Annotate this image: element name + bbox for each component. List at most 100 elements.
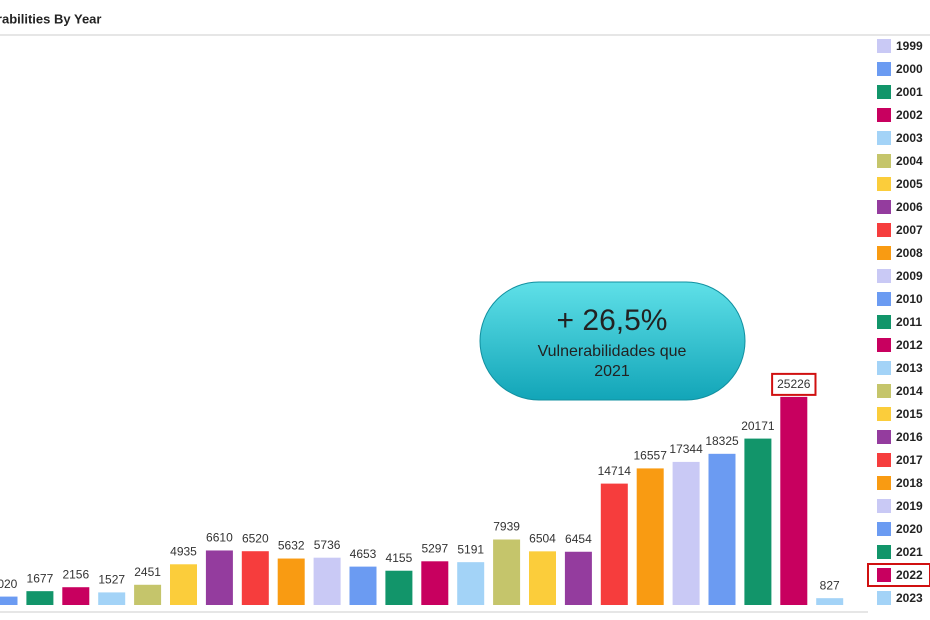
legend-label: 2008 (896, 246, 923, 260)
legend-swatch (877, 246, 891, 260)
legend-swatch (877, 315, 891, 329)
value-label: 6610 (206, 531, 233, 545)
bar (421, 561, 449, 605)
legend-label: 2019 (896, 499, 923, 513)
bar (780, 396, 808, 605)
value-label: 6520 (242, 531, 269, 545)
legend-swatch (877, 407, 891, 421)
legend-swatch (877, 453, 891, 467)
legend-swatch (877, 522, 891, 536)
legend-label: 2022 (896, 568, 923, 582)
legend-swatch (877, 568, 891, 582)
bar (816, 598, 844, 605)
bar (529, 551, 556, 605)
bar (349, 566, 377, 605)
legend-label: 2003 (896, 131, 923, 145)
bar (98, 592, 126, 605)
legend-swatch (877, 62, 891, 76)
legend-label: 2023 (896, 591, 923, 605)
legend-label: 2020 (896, 522, 923, 536)
legend-swatch (877, 108, 891, 122)
value-label: 2156 (62, 567, 89, 581)
legend-swatch (877, 200, 891, 214)
legend-swatch (877, 39, 891, 53)
legend-swatch (877, 292, 891, 306)
legend-swatch (877, 476, 891, 490)
legend-label: 2016 (896, 430, 923, 444)
bar (493, 539, 521, 605)
legend-label: 2005 (896, 177, 923, 191)
legend-label: 1999 (896, 39, 923, 53)
legend-label: 2006 (896, 200, 923, 214)
legend-swatch (877, 223, 891, 237)
value-label: 20171 (741, 419, 775, 433)
value-label: 14714 (598, 464, 632, 478)
legend-swatch (877, 154, 891, 168)
legend-swatch (877, 430, 891, 444)
value-label: 4155 (386, 551, 413, 565)
legend-swatch (877, 545, 891, 559)
legend-label: 2021 (896, 545, 923, 559)
bar (0, 596, 18, 605)
value-label: 2451 (134, 565, 161, 579)
callout-text: 2021 (594, 363, 630, 380)
legend-label: 2000 (896, 62, 923, 76)
bar (744, 438, 772, 605)
callout-headline: + 26,5% (557, 304, 668, 337)
value-label: 17344 (669, 442, 703, 456)
value-label: 4653 (350, 547, 377, 561)
value-label: 6454 (565, 532, 592, 546)
legend-swatch (877, 384, 891, 398)
bar (26, 591, 54, 605)
value-label: 1527 (98, 573, 125, 587)
legend-swatch (877, 591, 891, 605)
legend-label: 2010 (896, 292, 923, 306)
legend-swatch (877, 338, 891, 352)
legend-label: 2017 (896, 453, 923, 467)
bar (170, 564, 197, 605)
legend-swatch (877, 269, 891, 283)
value-label: 827 (820, 578, 840, 592)
legend-label: 2007 (896, 223, 923, 237)
legend-label: 2014 (896, 384, 923, 398)
legend-swatch (877, 131, 891, 145)
value-label: 5632 (278, 539, 305, 553)
bar (62, 587, 90, 605)
bar (600, 483, 628, 605)
value-label: 5191 (457, 542, 484, 556)
legend-swatch (877, 361, 891, 375)
callout-text: Vulnerabilidades que (538, 343, 687, 360)
value-label: 18325 (705, 434, 739, 448)
legend-swatch (877, 85, 891, 99)
legend-label: 2018 (896, 476, 923, 490)
legend-highlight (867, 563, 930, 587)
legend-label: 2012 (896, 338, 923, 352)
legend-label: 2011 (896, 315, 922, 329)
bar (277, 558, 305, 605)
legend-swatch (877, 499, 891, 513)
bar (205, 550, 233, 605)
value-label: 5297 (421, 541, 448, 555)
value-label: 16557 (634, 449, 668, 463)
highlight-box (771, 372, 817, 396)
legend-label: 2013 (896, 361, 923, 375)
value-label: 5736 (314, 538, 341, 552)
bar (241, 551, 269, 605)
bar (313, 557, 341, 605)
bar (672, 461, 700, 605)
legend-label: 2004 (896, 154, 923, 168)
value-label: 6504 (529, 532, 556, 546)
legend-label: 2009 (896, 269, 923, 283)
value-label: 25226 (777, 377, 811, 391)
bar (636, 468, 664, 605)
chart-title: Vulnerabilities By Year (0, 11, 101, 26)
legend-label: 2001 (896, 85, 923, 99)
bar (564, 551, 592, 605)
value-label: 1677 (27, 571, 54, 585)
bar (457, 562, 485, 605)
callout (479, 281, 746, 401)
legend-label: 2002 (896, 108, 923, 122)
bar (385, 570, 413, 605)
